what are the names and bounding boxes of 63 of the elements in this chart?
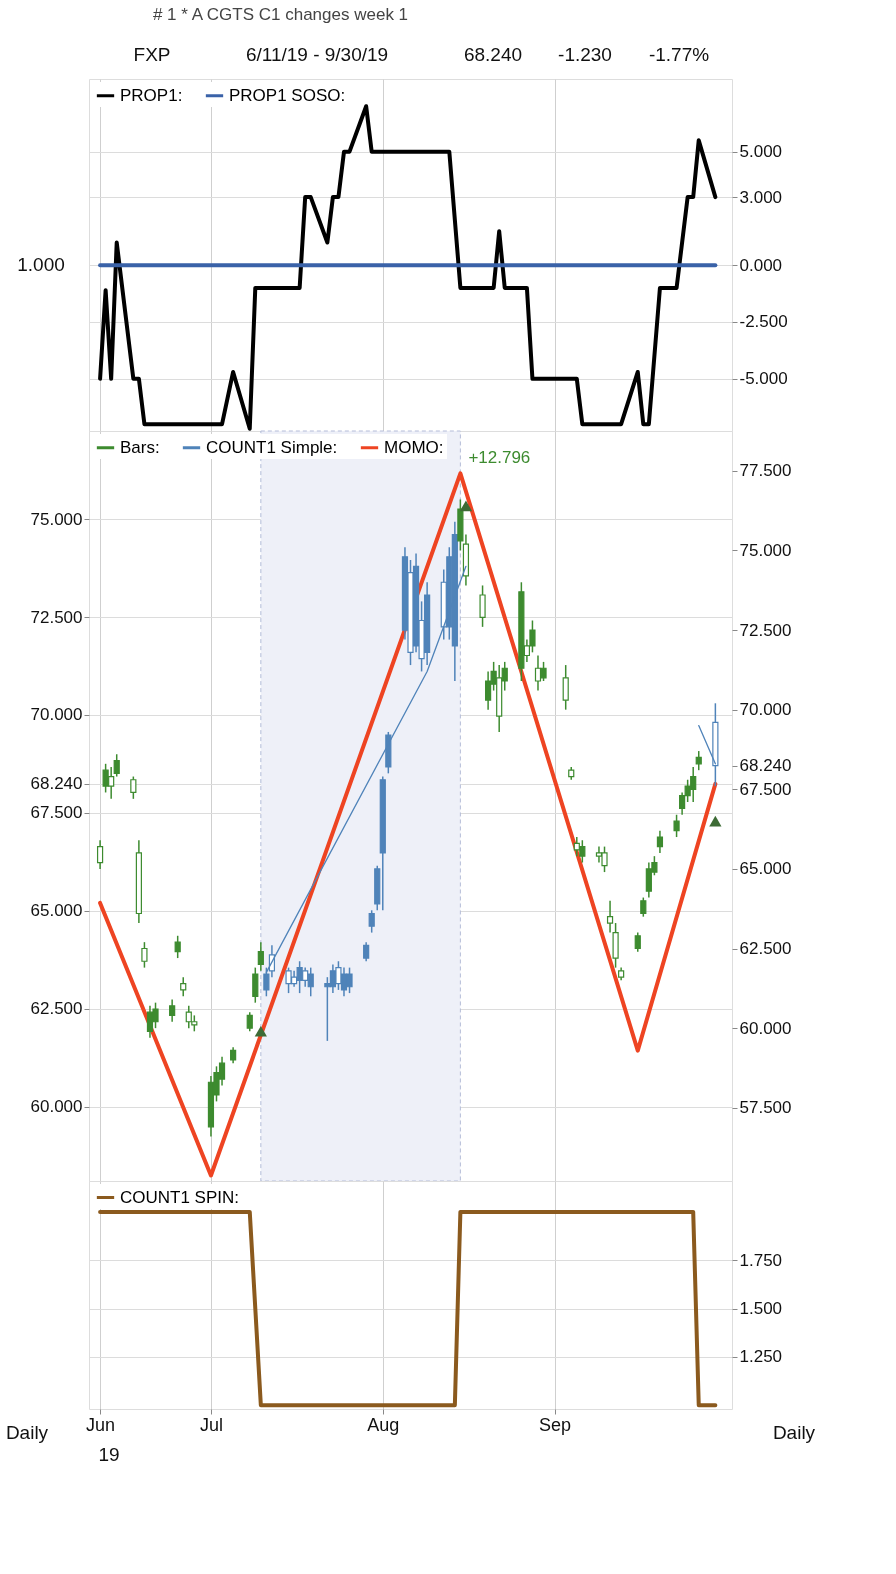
text: FXP — [133, 44, 171, 65]
y-tick-label: 1.750 — [739, 1250, 783, 1270]
candlestick — [257, 941, 264, 972]
candlestick — [479, 584, 486, 628]
candlestick — [113, 753, 120, 778]
line-series — [98, 471, 718, 1178]
y-tick-label: 1.250 — [739, 1347, 783, 1367]
legend-label: PROP1: — [120, 85, 183, 105]
legend-label: Bars: — [120, 437, 160, 457]
candlestick — [96, 839, 104, 870]
text: Daily — [5, 1422, 49, 1443]
y-tick-label: 0.000 — [739, 255, 783, 275]
text: 1.000 — [17, 254, 65, 275]
y-tick-label: 67.500 — [30, 803, 83, 823]
candlestick — [180, 976, 187, 998]
text: 19 — [98, 1444, 120, 1465]
candlestick — [368, 909, 375, 934]
candlestick — [656, 829, 664, 854]
chart-title: # 1 * A CGTS C1 changes week 1 — [152, 5, 409, 24]
text: 6/11/19 - 9/30/19 — [245, 44, 389, 65]
y-tick-label: -5.000 — [739, 369, 788, 389]
y-tick-label: 60.000 — [30, 1097, 83, 1117]
y-tick-label: 65.000 — [30, 901, 83, 921]
candlestick — [695, 750, 702, 771]
y-tick-label: 62.500 — [30, 999, 83, 1019]
y2-tick-label: 77.500 — [739, 461, 792, 481]
y-tick-label: 68.240 — [30, 774, 83, 794]
legend-label: COUNT1 SPIN: — [120, 1187, 240, 1207]
legend-label: PROP1 SOSO: — [229, 85, 346, 105]
candlestick — [634, 931, 641, 953]
point — [254, 1026, 267, 1037]
x-tick-label: Jun — [86, 1414, 116, 1435]
text: Daily — [772, 1422, 816, 1443]
candlestick — [673, 814, 680, 838]
candlestick — [169, 998, 176, 1023]
candlestick — [363, 941, 370, 962]
text: 68.240 — [463, 44, 523, 65]
candlestick — [252, 966, 259, 1004]
point — [709, 815, 722, 827]
y-tick-label: 1.500 — [739, 1299, 783, 1319]
candlestick — [246, 1011, 253, 1033]
legend-label: MOMO: — [384, 437, 444, 457]
x-tick-label: Sep — [539, 1414, 572, 1435]
x-tick-label: Jul — [199, 1414, 223, 1435]
candlestick — [640, 896, 647, 918]
y-tick-label: 70.000 — [30, 705, 83, 725]
y-tick-label: 72.500 — [30, 607, 83, 627]
candlestick — [562, 664, 569, 711]
y-tick-label: 5.000 — [739, 142, 783, 162]
y-tick-label: 3.000 — [739, 187, 783, 207]
point — [459, 500, 473, 512]
text: -1.230 — [558, 44, 612, 65]
y-tick-label: 75.000 — [30, 509, 83, 529]
annotation: +12.796 — [468, 448, 531, 468]
line-series — [98, 104, 718, 431]
candlestick — [141, 941, 148, 969]
y2-tick-label: 57.500 — [739, 1098, 792, 1118]
text: -1.77% — [648, 44, 710, 65]
legend-label: COUNT1 Simple: — [206, 437, 338, 457]
x-tick-label: Aug — [367, 1414, 400, 1435]
y-tick-label: -2.500 — [739, 312, 788, 332]
candlestick — [130, 775, 137, 800]
candlestick — [174, 935, 181, 959]
